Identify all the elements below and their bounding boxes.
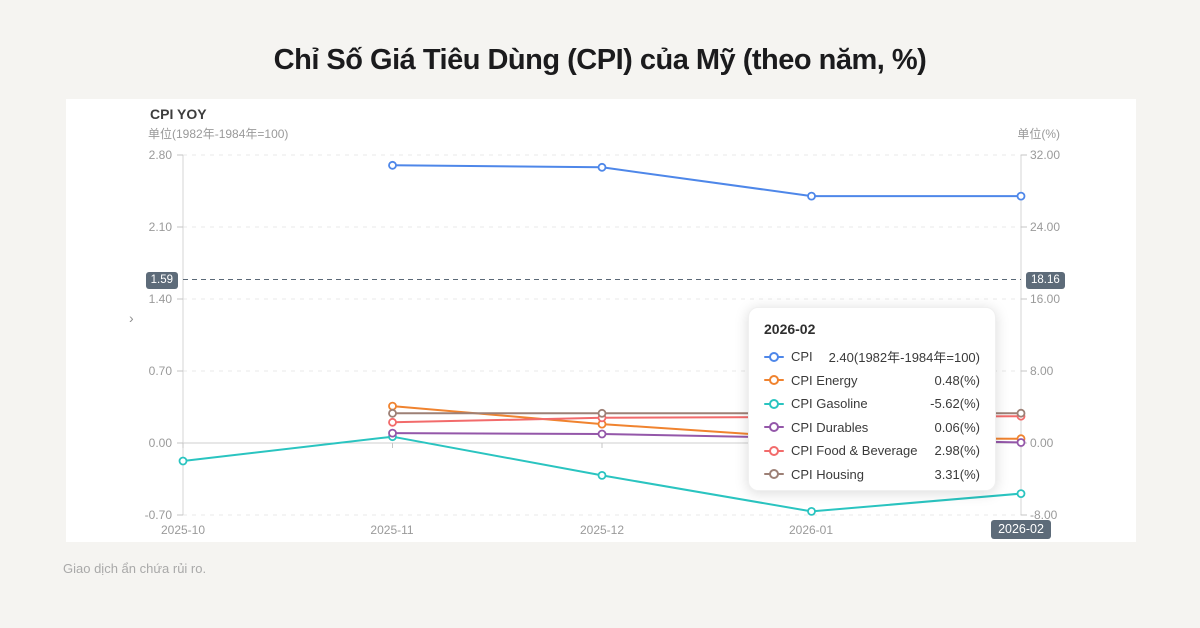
left-axis-tick: -0.70	[144, 508, 172, 522]
right-axis-unit-label: 单位(%)	[1017, 127, 1060, 141]
right-axis-tick: -8.00	[1030, 508, 1058, 522]
tooltip-row-housing: CPI Housing 3.31(%)	[764, 463, 980, 487]
series-label: CPI Housing	[791, 466, 864, 482]
x-axis-label: 2025-10	[160, 523, 206, 537]
left-axis-tick: 0.70	[148, 364, 172, 378]
series-value: 2.98(%)	[934, 443, 980, 459]
series-marker-icon	[764, 445, 784, 456]
tooltip-row-cpi: CPI 2.40(1982年-1984年=100)	[764, 345, 980, 369]
page-title: Chỉ Số Giá Tiêu Dùng (CPI) của Mỹ (theo …	[273, 44, 927, 76]
right-axis-tick: 24.00	[1030, 220, 1061, 234]
series-value: 2.40(1982年-1984年=100)	[828, 350, 980, 366]
crosshair-left-badge: 1.59	[145, 272, 178, 289]
chart-title: CPI YOY	[150, 106, 207, 122]
risk-disclaimer: Giao dịch ẩn chứa rủi ro.	[63, 561, 207, 576]
left-axis-tick: 2.10	[148, 220, 172, 234]
series-label: CPI Food & Beverage	[791, 443, 918, 459]
right-axis-tick: 32.00	[1030, 148, 1061, 162]
chevron-right-icon[interactable]: ›	[129, 310, 134, 326]
x-axis-active-badge: 2026-02	[991, 520, 1051, 539]
series-marker-icon	[764, 351, 784, 362]
right-axis-tick: 0.00	[1030, 436, 1054, 450]
left-axis-tick: 1.40	[148, 292, 172, 306]
series-marker-icon	[764, 398, 784, 409]
series-value: 3.31(%)	[934, 466, 980, 482]
left-axis-tick: 2.80	[148, 148, 172, 162]
chart-tooltip: 2026-02 CPI 2.40(1982年-1984年=100) CPI En…	[748, 307, 996, 491]
series-label: CPI	[791, 349, 813, 365]
left-axis-unit-label: 单位(1982年-1984年=100)	[148, 127, 289, 141]
right-axis-tick: 8.00	[1030, 364, 1054, 378]
series-label: CPI Gasoline	[791, 396, 868, 412]
series-marker-icon	[764, 469, 784, 480]
series-value: -5.62(%)	[930, 396, 980, 412]
tooltip-row-energy: CPI Energy 0.48(%)	[764, 369, 980, 393]
chart-card: CPI YOY 单位(1982年-1984年=100) 单位(%) › 2.80…	[66, 99, 1136, 542]
left-axis-tick: 0.00	[148, 436, 172, 450]
series-marker-icon	[764, 375, 784, 386]
crosshair-right-badge: 18.16	[1026, 272, 1065, 289]
tooltip-date: 2026-02	[764, 321, 816, 337]
x-axis-label: 2026-01	[788, 523, 834, 537]
series-label: CPI Energy	[791, 372, 858, 388]
right-axis-tick: 16.00	[1030, 292, 1061, 306]
tooltip-row-durables: CPI Durables 0.06(%)	[764, 416, 980, 440]
series-value: 0.06(%)	[934, 419, 980, 435]
tooltip-row-gasoline: CPI Gasoline -5.62(%)	[764, 392, 980, 416]
tooltip-row-food-beverage: CPI Food & Beverage 2.98(%)	[764, 439, 980, 463]
x-axis-label: 2025-11	[370, 523, 414, 537]
series-label: CPI Durables	[791, 419, 869, 435]
series-marker-icon	[764, 422, 784, 433]
series-value: 0.48(%)	[934, 372, 980, 388]
x-axis-label: 2025-12	[579, 523, 625, 537]
